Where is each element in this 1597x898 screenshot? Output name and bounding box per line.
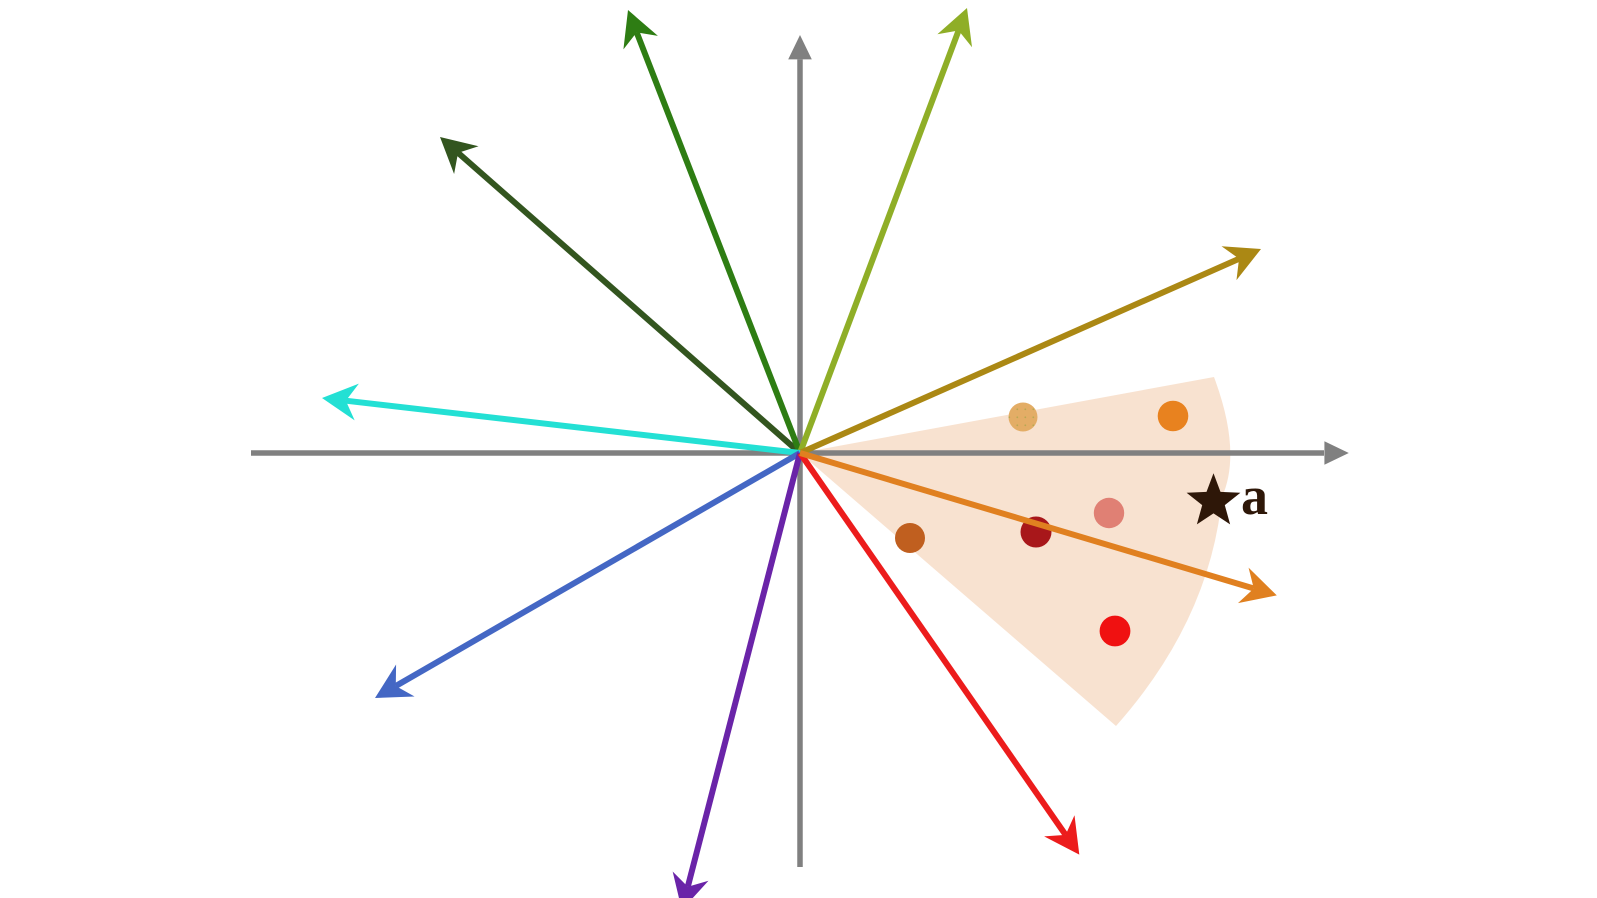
svg-text:a: a bbox=[1241, 466, 1268, 526]
